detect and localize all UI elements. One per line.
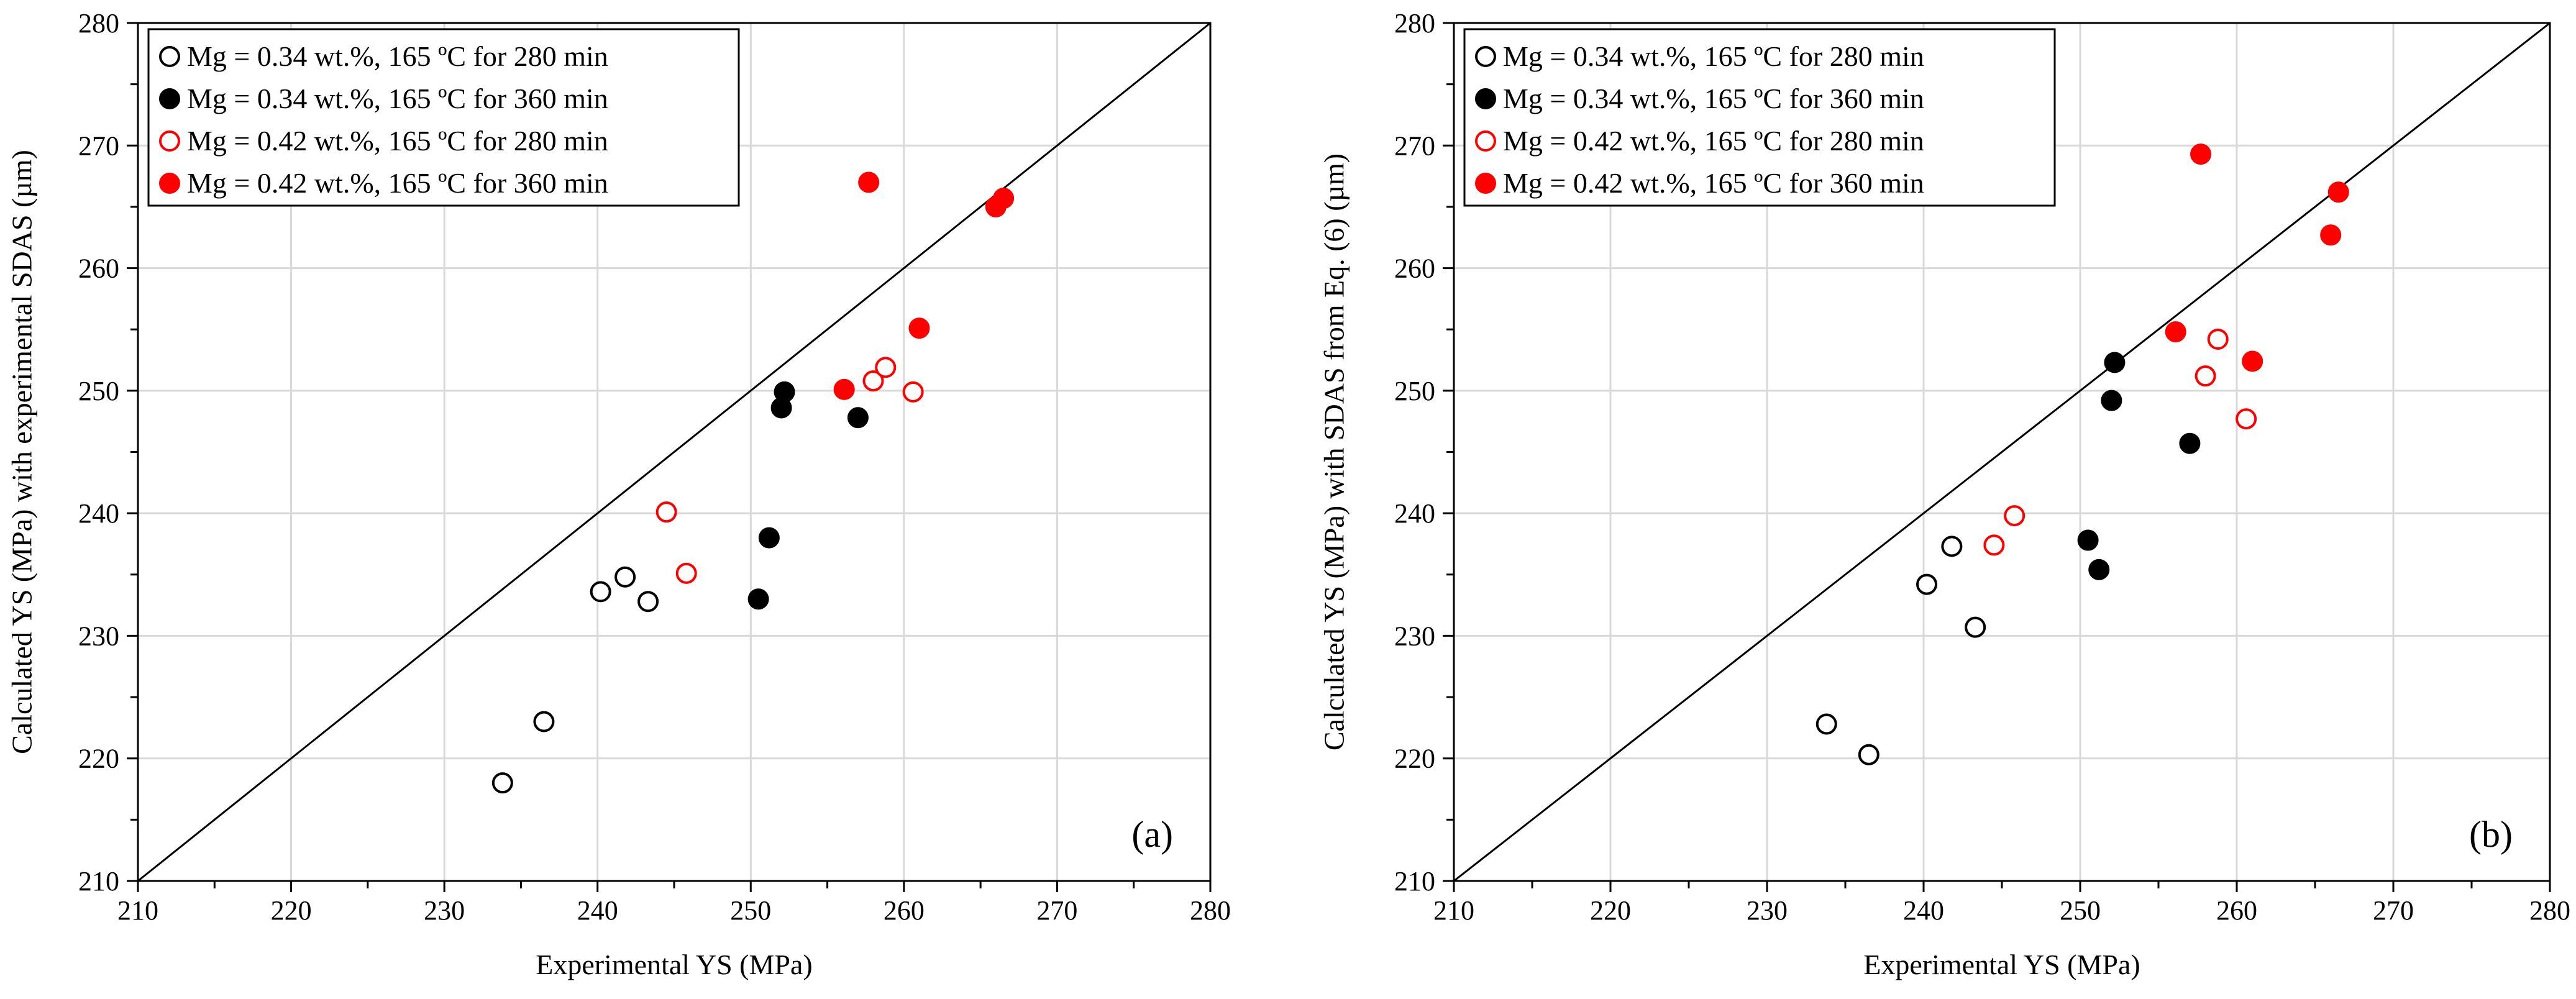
data-point-series-2-point-2 — [2088, 559, 2110, 580]
legend-label-4: Mg = 0.42 wt.%, 165 ºC for 360 min — [1503, 167, 1924, 199]
data-point-series-3-point-4 — [2207, 328, 2229, 350]
y-tick-label: 210 — [78, 866, 119, 896]
x-tick-label: 210 — [1433, 895, 1474, 926]
legend-marker-3 — [1475, 130, 1496, 152]
data-point-series-3-point-5 — [902, 381, 924, 403]
x-tick-label: 210 — [117, 895, 158, 926]
reference-line — [1453, 22, 2551, 882]
data-point-series-1-point-4 — [614, 566, 636, 588]
y-axis-label: Calculated YS (MPa) with experimental SD… — [6, 150, 38, 754]
data-point-series-2-point-1 — [747, 588, 769, 610]
panel-label: (b) — [2469, 814, 2513, 855]
reference-line — [137, 22, 1211, 882]
legend-marker-2 — [1475, 88, 1496, 109]
y-tick-label: 270 — [1394, 130, 1435, 161]
data-point-series-4-point-2 — [858, 171, 880, 193]
data-point-series-4-point-3 — [2242, 350, 2263, 372]
x-tick-label: 260 — [2216, 895, 2257, 926]
y-tick-label: 240 — [1394, 498, 1435, 529]
y-tick-label: 280 — [78, 8, 119, 39]
legend-marker-1 — [1475, 46, 1496, 67]
data-point-series-1-point-1 — [491, 772, 513, 794]
data-point-series-4-point-2 — [2190, 144, 2212, 165]
legend-marker-1 — [159, 46, 180, 67]
data-point-series-2-point-4 — [2104, 352, 2126, 373]
data-point-series-2-point-4 — [774, 381, 795, 403]
data-point-series-4-point-3 — [908, 317, 930, 339]
y-tick-label: 270 — [78, 130, 119, 161]
data-point-series-2-point-5 — [847, 407, 869, 429]
data-point-series-4-point-1 — [833, 378, 855, 400]
x-tick-label: 270 — [1036, 895, 1077, 926]
legend-label-2: Mg = 0.34 wt.%, 165 ºC for 360 min — [1503, 83, 1924, 114]
data-point-series-2-point-1 — [2077, 529, 2099, 551]
x-tick-label: 260 — [884, 895, 925, 926]
data-point-series-1-point-3 — [590, 581, 611, 603]
data-point-series-1-point-2 — [1858, 744, 1879, 765]
x-tick-label: 250 — [2060, 895, 2101, 926]
legend-box — [147, 28, 740, 207]
chart-panel-1: 210 220 230 240 250 260 270 280 210 220 230 240 250 2… — [6, 8, 1231, 980]
data-point-series-2-point-2 — [758, 527, 780, 549]
data-point-series-2-point-3 — [2101, 390, 2122, 411]
legend-label-3: Mg = 0.42 wt.%, 165 ºC for 280 min — [1503, 125, 1924, 157]
data-point-series-1-point-5 — [637, 591, 659, 613]
y-tick-label: 280 — [1394, 8, 1435, 39]
data-point-series-3-point-2 — [675, 562, 697, 584]
y-tick-label: 220 — [78, 744, 119, 774]
y-tick-label: 230 — [78, 621, 119, 651]
legend-label-3: Mg = 0.42 wt.%, 165 ºC for 280 min — [187, 125, 608, 157]
y-tick-label: 250 — [1394, 376, 1435, 406]
data-point-series-3-point-2 — [2004, 505, 2026, 527]
data-point-series-4-point-1 — [2165, 321, 2186, 343]
y-tick-label: 250 — [78, 376, 119, 406]
data-point-series-1-point-4 — [1941, 536, 1963, 557]
legend-marker-3 — [159, 130, 180, 152]
legend-label-1: Mg = 0.34 wt.%, 165 ºC for 280 min — [1503, 40, 1924, 72]
data-point-series-1-point-2 — [533, 711, 555, 732]
y-tick-label: 230 — [1394, 621, 1435, 651]
y-axis-label: Calculated YS (MPa) with SDAS from Eq. (… — [1318, 153, 1350, 750]
x-tick-label: 280 — [2529, 895, 2570, 926]
data-point-series-1-point-5 — [1965, 616, 1986, 638]
legend-box — [1463, 28, 2056, 207]
chart-panel-2: 210 220 230 240 250 260 270 280 210 220 230 240 250 2… — [1318, 8, 2570, 980]
x-tick-label: 230 — [424, 895, 465, 926]
data-point-series-4-point-5 — [2327, 181, 2349, 203]
x-tick-label: 240 — [577, 895, 618, 926]
y-tick-label: 210 — [1394, 866, 1435, 896]
y-tick-label: 220 — [1394, 744, 1435, 774]
data-point-series-3-point-3 — [2195, 365, 2216, 387]
data-point-series-3-point-3 — [862, 370, 884, 392]
x-tick-label: 230 — [1747, 895, 1788, 926]
y-tick-label: 260 — [78, 253, 119, 284]
legend-marker-4 — [1475, 173, 1496, 194]
x-tick-label: 250 — [730, 895, 771, 926]
data-point-series-3-point-5 — [2236, 408, 2257, 430]
panel-label: (a) — [1131, 814, 1173, 855]
y-tick-label: 260 — [1394, 253, 1435, 284]
y-tick-label: 240 — [78, 498, 119, 529]
legend-label-4: Mg = 0.42 wt.%, 165 ºC for 360 min — [187, 167, 608, 199]
legend-label-1: Mg = 0.34 wt.%, 165 ºC for 280 min — [187, 40, 608, 72]
legend-label-2: Mg = 0.34 wt.%, 165 ºC for 360 min — [187, 83, 608, 114]
data-point-series-1-point-1 — [1816, 713, 1837, 735]
data-point-series-4-point-4 — [2320, 224, 2342, 246]
legend-marker-2 — [159, 88, 180, 109]
data-point-series-1-point-3 — [1916, 573, 1938, 595]
data-point-series-3-point-4 — [875, 357, 897, 378]
x-tick-label: 280 — [1190, 895, 1231, 926]
data-point-series-4-point-5 — [993, 188, 1015, 209]
x-tick-label: 220 — [1590, 895, 1631, 926]
x-tick-label: 220 — [271, 895, 312, 926]
x-axis-label: Experimental YS (MPa) — [536, 949, 812, 980]
data-point-series-2-point-5 — [2179, 432, 2201, 454]
data-point-series-3-point-1 — [1983, 534, 2005, 556]
data-point-series-3-point-1 — [655, 501, 677, 523]
x-axis-label: Experimental YS (MPa) — [1863, 949, 2140, 980]
x-tick-label: 240 — [1903, 895, 1944, 926]
legend-marker-4 — [159, 173, 180, 194]
x-tick-label: 270 — [2373, 895, 2414, 926]
